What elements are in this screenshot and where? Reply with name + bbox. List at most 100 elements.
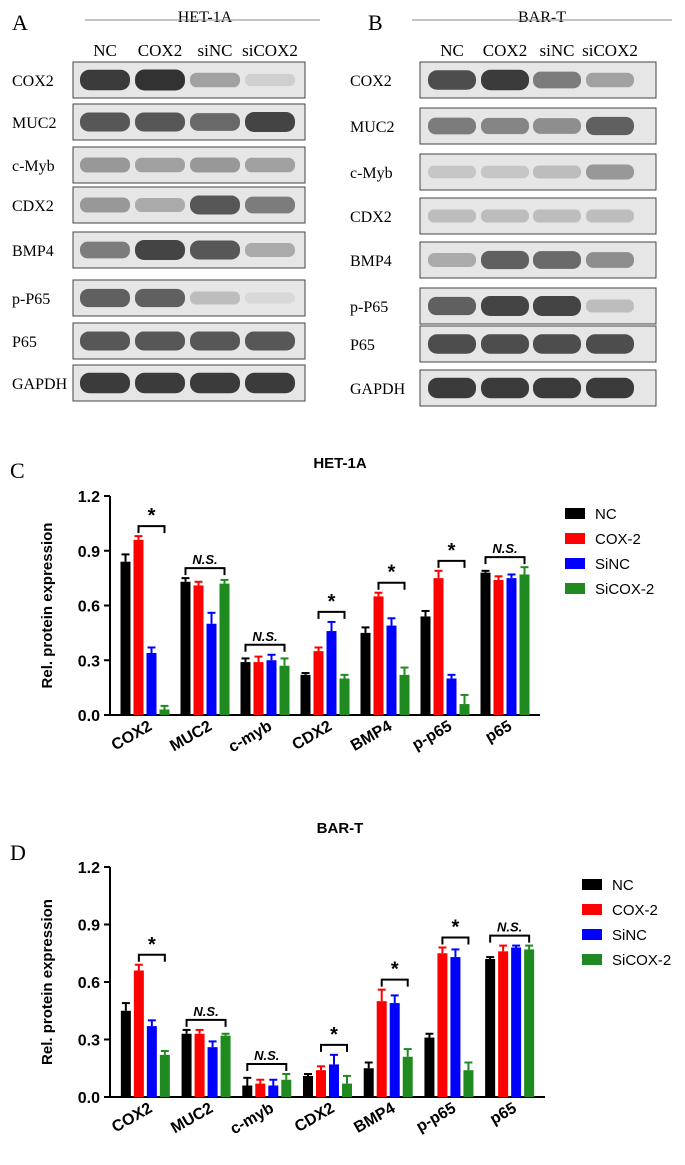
x-tick-label: p65 xyxy=(483,718,515,747)
bar xyxy=(360,632,371,715)
blot-band xyxy=(428,70,476,90)
significance-label: * xyxy=(330,1024,338,1046)
bar xyxy=(399,674,410,715)
blot-band xyxy=(190,157,240,173)
blot-band xyxy=(245,196,295,214)
legend-label: COX-2 xyxy=(612,902,658,919)
blot-band xyxy=(80,197,130,213)
blot-title: BAR-T xyxy=(518,9,566,26)
lane-label: siCOX2 xyxy=(242,41,298,60)
blot-band xyxy=(428,296,476,316)
protein-label: MUC2 xyxy=(12,115,56,132)
blot-band xyxy=(428,165,476,179)
blot-band xyxy=(533,251,581,269)
bar xyxy=(255,1083,266,1097)
significance-bracket xyxy=(441,936,470,945)
significance-label: * xyxy=(448,540,456,562)
y-tick-label: 0.6 xyxy=(78,975,100,992)
blot-band xyxy=(533,71,581,89)
protein-label: CDX2 xyxy=(350,209,392,226)
lane-label: siNC xyxy=(540,41,575,60)
bar xyxy=(437,953,448,1097)
significance-bracket xyxy=(137,953,166,962)
blot-band xyxy=(80,241,130,259)
protein-label: c-Myb xyxy=(12,158,55,175)
blot-band xyxy=(135,240,185,260)
y-tick-label: 0.0 xyxy=(78,708,100,725)
bar xyxy=(279,665,290,715)
lane-label: siCOX2 xyxy=(582,41,638,60)
blot-band xyxy=(245,331,295,351)
bar xyxy=(326,631,337,715)
bar xyxy=(253,662,264,715)
y-tick-label: 1.2 xyxy=(78,860,100,877)
bar xyxy=(219,583,230,715)
blot-band xyxy=(245,112,295,132)
legend-label: NC xyxy=(612,877,634,894)
bar xyxy=(316,1070,326,1097)
x-tick-label: p65 xyxy=(487,1100,519,1129)
bar xyxy=(386,625,397,715)
blot-band xyxy=(586,164,634,180)
protein-label: COX2 xyxy=(350,73,392,90)
significance-label: N.S. xyxy=(497,920,522,935)
blot-band xyxy=(428,252,476,268)
y-axis-label: Rel. protein expression xyxy=(39,899,56,1065)
lane-label: COX2 xyxy=(483,41,527,60)
y-tick-label: 0.0 xyxy=(78,1090,100,1107)
y-tick-label: 1.2 xyxy=(78,489,100,506)
blot-band xyxy=(481,209,529,223)
blot-band xyxy=(481,165,529,179)
bar xyxy=(493,579,504,715)
significance-label: * xyxy=(452,917,460,939)
legend-swatch xyxy=(582,954,602,965)
x-tick-label: BMP4 xyxy=(351,1100,398,1137)
bar xyxy=(363,1068,374,1097)
x-tick-label: MUC2 xyxy=(168,1100,216,1137)
blot-band xyxy=(533,334,581,354)
chart-title: HET-1A xyxy=(313,455,367,472)
bar xyxy=(206,623,217,715)
bar xyxy=(268,1085,279,1097)
bar xyxy=(207,1047,218,1097)
blot-band xyxy=(80,288,130,308)
x-tick-label: COX2 xyxy=(109,718,155,755)
bar xyxy=(300,674,311,715)
western-blot-het1a: HET-1A NC COX2 siNC siCOX2 COX2 MUC2 c-Myb CDX2 B… xyxy=(12,9,320,402)
blot-band xyxy=(245,74,295,86)
blot-band xyxy=(586,116,634,136)
blot-band xyxy=(135,112,185,132)
blot-band xyxy=(245,157,295,173)
significance-label: N.S. xyxy=(254,1048,279,1063)
legend-label: COX-2 xyxy=(595,531,641,548)
blot-band xyxy=(190,195,240,215)
chart-title: BAR-T xyxy=(317,820,364,837)
bar xyxy=(120,561,131,715)
x-tick-label: c-myb xyxy=(227,1100,277,1138)
blot-band xyxy=(533,377,581,399)
bar xyxy=(506,578,517,715)
bar xyxy=(194,1033,205,1097)
bar xyxy=(281,1079,292,1097)
bar xyxy=(180,581,191,715)
bar xyxy=(240,662,251,715)
significance-bracket xyxy=(437,559,466,568)
blot-band xyxy=(80,331,130,351)
significance-bracket xyxy=(484,556,526,565)
panel-letter-d: D xyxy=(10,840,26,865)
blot-band xyxy=(80,157,130,173)
blot-band xyxy=(245,242,295,258)
significance-bracket xyxy=(377,581,406,590)
x-tick-label: BMP4 xyxy=(348,718,395,755)
blot-band xyxy=(245,372,295,394)
blot-band xyxy=(428,117,476,135)
bar xyxy=(303,1075,313,1097)
bar xyxy=(389,1003,400,1097)
protein-label: p-P65 xyxy=(12,291,50,308)
significance-bracket xyxy=(320,1043,348,1052)
significance-bracket xyxy=(246,1063,288,1071)
legend-swatch xyxy=(582,904,602,915)
significance-label: N.S. xyxy=(193,1004,218,1019)
blot-band xyxy=(533,296,581,316)
significance-label: * xyxy=(388,562,396,584)
